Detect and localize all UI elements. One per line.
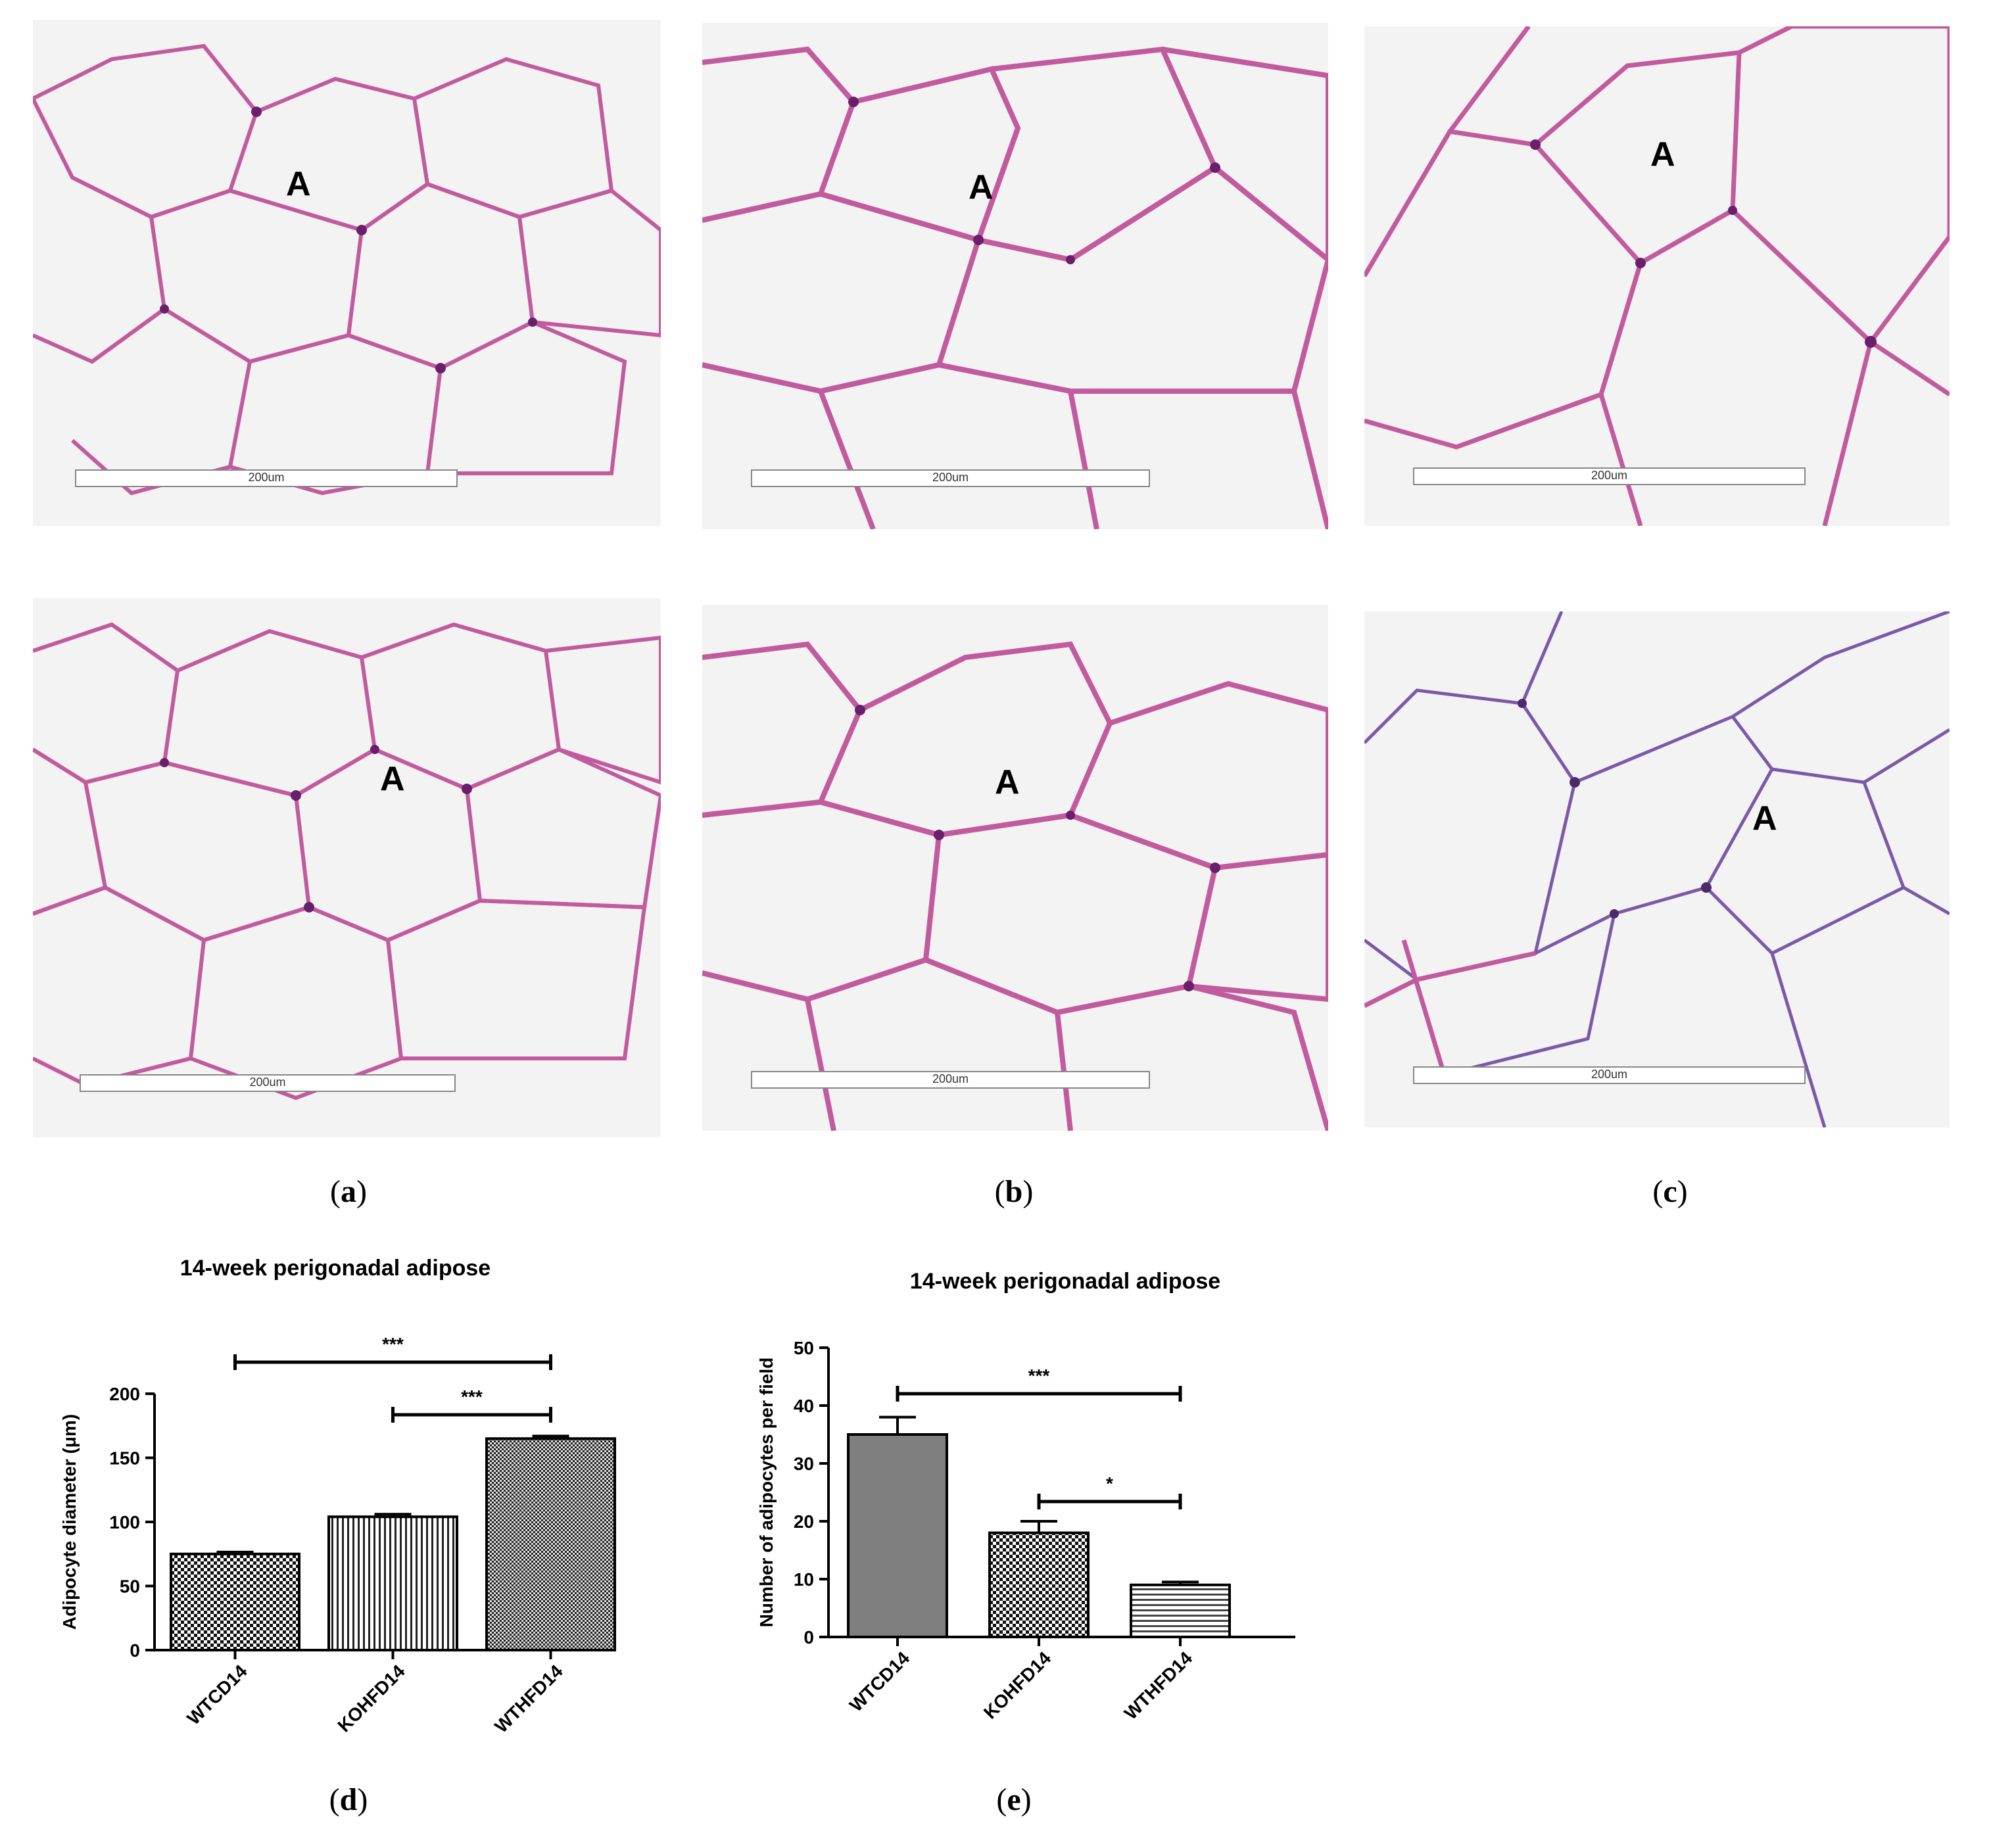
- x-tick-label: KOHFD14: [333, 1661, 409, 1736]
- scale-bar-label: 200um: [932, 471, 969, 484]
- scale-bar-label: 200um: [249, 1076, 286, 1089]
- cell-marker-letter: A: [995, 763, 1020, 801]
- scale-bar-label: 200um: [932, 1072, 969, 1085]
- micrograph-a-top: A 200um: [33, 20, 661, 526]
- panel-label-e: (e): [996, 1782, 1032, 1817]
- y-tick-label: 200: [109, 1384, 140, 1404]
- y-tick-label: 0: [130, 1640, 140, 1661]
- chart-title: 14-week perigonadal adipose: [910, 1269, 1220, 1294]
- micrograph-a-bottom: A 200um: [33, 598, 661, 1137]
- scale-bar-label: 200um: [1591, 469, 1628, 482]
- cell-marker-letter: A: [1650, 135, 1675, 174]
- adipocyte-network: [33, 622, 661, 1101]
- bar-chart-e: 14-week perigonadal adipose 0 10 20 30 40 50 Nu…: [756, 1269, 1295, 1724]
- scale-bar-label: 200um: [1591, 1068, 1628, 1081]
- cell-marker-letter: A: [969, 168, 994, 206]
- y-tick-label: 20: [794, 1511, 814, 1532]
- adipocyte-network: [1364, 611, 1950, 1127]
- bar-KOHFD14: [327, 1515, 458, 1652]
- y-tick-label: 50: [794, 1338, 814, 1358]
- micrograph-c-bottom: A 200um: [1364, 611, 1950, 1127]
- cell-marker-letter: A: [380, 760, 405, 798]
- bar-chart-d: 14-week perigonadal adipose 0 50 100 150 200 A…: [59, 1256, 616, 1737]
- y-tick-label: 50: [120, 1576, 140, 1597]
- micrograph-b-bottom: A 200um: [702, 605, 1328, 1131]
- significance-label: ***: [382, 1334, 404, 1354]
- micrograph-c-top: A 200um: [1364, 26, 1950, 526]
- bar-KOHFD14: [988, 1531, 1090, 1638]
- y-tick-label: 10: [794, 1569, 814, 1590]
- adipocyte-network: [1364, 26, 1950, 526]
- chart-title: 14-week perigonadal adipose: [180, 1256, 491, 1281]
- x-tick-label: WTHFD14: [1120, 1647, 1197, 1724]
- micrograph-b-top: A 200um: [702, 23, 1328, 529]
- x-tick-label: WTCD14: [183, 1661, 251, 1729]
- x-tick-label: WTHFD14: [491, 1661, 567, 1737]
- y-tick-label: 0: [803, 1627, 814, 1647]
- y-tick-label: 30: [794, 1454, 814, 1474]
- y-axis-label: Number of adipocytes per field: [756, 1358, 777, 1628]
- x-tick-label: KOHFD14: [980, 1647, 1055, 1723]
- y-axis-label: Adipocyte diameter (μm): [59, 1414, 80, 1630]
- significance-label: *: [1106, 1473, 1113, 1494]
- significance-label: ***: [461, 1386, 483, 1407]
- panel-label-c: (c): [1652, 1174, 1688, 1209]
- significance-label: ***: [1028, 1365, 1050, 1386]
- cell-marker-letter: A: [286, 165, 311, 203]
- x-tick-label: WTCD14: [846, 1647, 914, 1716]
- scale-bar-label: 200um: [248, 471, 285, 484]
- bar-WTCD14: [170, 1552, 300, 1651]
- panel-label-d: (d): [329, 1782, 368, 1817]
- adipocyte-network: [702, 641, 1328, 1131]
- cell-marker-letter: A: [1752, 799, 1777, 838]
- adipocyte-network: [33, 43, 661, 496]
- bar-WTHFD14: [485, 1437, 616, 1651]
- y-tick-label: 150: [109, 1448, 140, 1469]
- bar-WTHFD14: [1130, 1583, 1231, 1638]
- y-tick-label: 40: [794, 1396, 814, 1416]
- panel-label-b: (b): [994, 1174, 1034, 1209]
- bar-WTCD14: [847, 1433, 948, 1638]
- adipocyte-network: [702, 46, 1328, 529]
- panel-label-a: (a): [330, 1174, 367, 1209]
- y-tick-label: 100: [109, 1512, 140, 1532]
